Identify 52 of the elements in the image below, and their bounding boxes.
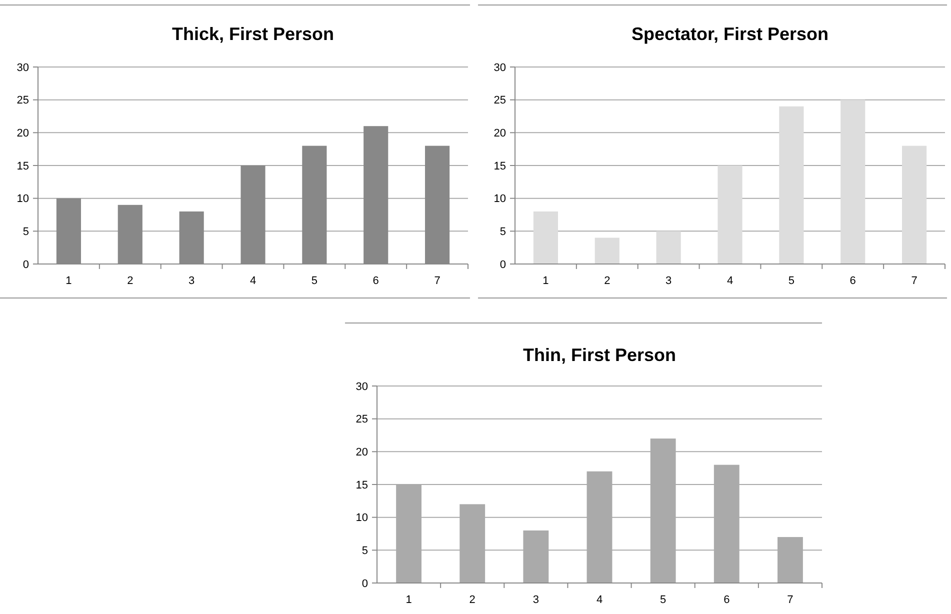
y-tick-label: 30: [16, 62, 29, 74]
x-tick-label: 1: [66, 275, 72, 287]
bar: [718, 166, 742, 264]
x-tick-label: 1: [406, 594, 412, 606]
chart-title: Spectator, First Person: [631, 24, 829, 44]
x-tick-label: 2: [127, 275, 134, 287]
x-tick-label: 4: [596, 594, 603, 606]
x-tick-label: 3: [532, 594, 539, 606]
y-tick-label: 30: [494, 62, 506, 74]
y-tick-label: 25: [494, 94, 506, 107]
y-tick-label: 5: [22, 226, 29, 238]
x-tick-label: 6: [372, 275, 379, 287]
bar: [533, 211, 558, 264]
x-tick-label: 5: [660, 594, 666, 606]
x-tick-label: 7: [434, 275, 440, 287]
y-tick-label: 30: [356, 380, 368, 393]
chart-title: Thick, First Person: [172, 24, 334, 44]
y-tick-label: 20: [16, 128, 29, 140]
y-tick-label: 0: [362, 578, 368, 590]
x-tick-label: 5: [311, 275, 318, 287]
y-tick-label: 0: [22, 258, 29, 271]
x-tick-label: 3: [666, 275, 672, 287]
y-tick-label: 15: [16, 160, 29, 172]
y-tick-label: 20: [356, 446, 368, 459]
bar: [902, 146, 927, 264]
x-tick-label: 7: [787, 594, 794, 606]
y-tick-label: 25: [16, 94, 29, 107]
y-tick-label: 10: [16, 193, 29, 206]
x-tick-label: 2: [604, 275, 610, 287]
x-tick-label: 4: [250, 275, 256, 287]
x-tick-label: 6: [850, 275, 856, 287]
x-tick-label: 6: [724, 594, 730, 606]
x-tick-label: 1: [542, 275, 549, 287]
x-tick-label: 5: [788, 275, 794, 287]
y-tick-label: 15: [356, 479, 368, 492]
x-tick-label: 3: [188, 275, 195, 287]
y-tick-label: 5: [500, 226, 506, 238]
x-tick-label: 4: [726, 275, 734, 287]
y-tick-label: 25: [356, 414, 368, 426]
y-tick-label: 15: [494, 160, 506, 172]
x-tick-label: 7: [911, 275, 918, 287]
bar: [779, 106, 804, 264]
chart-title: Thin, First Person: [522, 345, 676, 365]
y-tick-label: 5: [362, 545, 368, 558]
bar: [656, 231, 681, 264]
bar: [594, 238, 620, 264]
bar: [840, 100, 866, 264]
y-tick-label: 0: [500, 258, 506, 271]
y-tick-label: 10: [356, 512, 368, 524]
y-tick-label: 20: [494, 128, 506, 140]
x-tick-label: 2: [469, 594, 476, 606]
y-tick-label: 10: [494, 193, 506, 206]
